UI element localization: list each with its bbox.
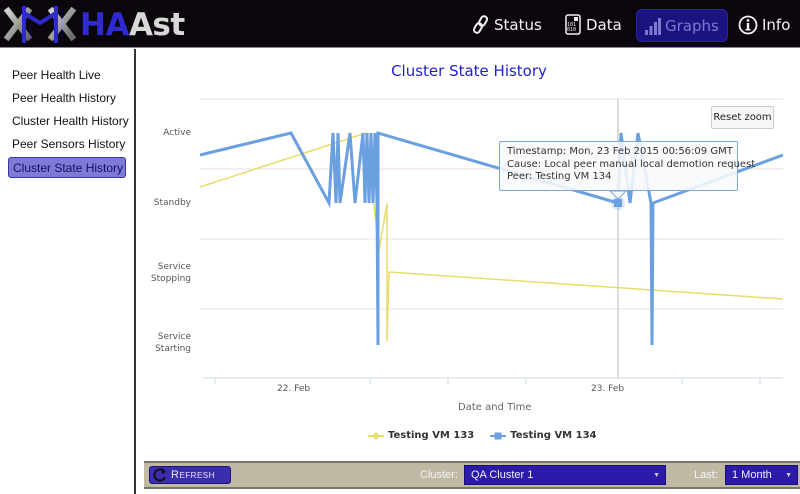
link-icon (473, 15, 488, 34)
sidebar: Peer Health Live Peer Health History Clu… (0, 49, 136, 494)
nav-info[interactable]: Info (738, 9, 790, 41)
sidebar-item-cluster-state-history[interactable]: Cluster State History (8, 157, 126, 178)
chart-tooltip: Timestamp: Mon, 23 Feb 2015 00:56:09 GMT… (499, 141, 756, 191)
haast-logo-icon (3, 6, 77, 43)
legend-item-vm134[interactable]: Testing VM 134 (490, 430, 597, 441)
chart-panel: Cluster State History Active Standby Ser… (138, 49, 800, 461)
tooltip-timestamp: Timestamp: Mon, 23 Feb 2015 00:56:09 GMT (507, 146, 733, 157)
chart-title: Cluster State History (391, 62, 547, 80)
y-label-active: Active (163, 128, 191, 138)
legend-item-vm133[interactable]: Testing VM 133 (368, 430, 474, 441)
sidebar-item-peer-health-history[interactable]: Peer Health History (12, 91, 117, 105)
nav-graphs-label: Graphs (665, 16, 719, 35)
chevron-down-icon: ▼ (785, 472, 792, 479)
sidebar-item-peer-sensors-history[interactable]: Peer Sensors History (12, 137, 126, 151)
info-icon (738, 15, 758, 35)
data-icon: 101 010 (565, 14, 581, 35)
top-navbar: HAAst Status 101 010 Data Graphs (0, 0, 800, 48)
y-label-service-starting: Service Starting (155, 332, 191, 354)
nav-status-label: Status (494, 16, 542, 34)
nav-data-label: Data (586, 16, 622, 34)
nav-status[interactable]: Status (472, 9, 542, 41)
reset-zoom-button[interactable]: Reset zoom (711, 106, 774, 129)
svg-text:010: 010 (567, 27, 576, 33)
bottom-toolbar: Refresh Cluster: QA Cluster 1 ▼ Last: 1 … (144, 461, 800, 489)
nav-graphs[interactable]: Graphs (636, 9, 728, 42)
x-tick-22-feb: 22. Feb (277, 384, 311, 394)
cluster-label: Cluster: (420, 469, 458, 481)
nav-info-label: Info (762, 16, 791, 34)
svg-text:101: 101 (567, 22, 576, 28)
y-label-standby: Standby (153, 198, 191, 208)
x-axis-title: Date and Time (458, 402, 532, 413)
chart-plot-area[interactable] (138, 49, 800, 461)
sidebar-item-peer-health-live[interactable]: Peer Health Live (12, 68, 101, 82)
last-label: Last: (694, 469, 718, 481)
last-period-select[interactable]: 1 Month ▼ (725, 465, 798, 485)
y-label-service-stopping: Service Stopping (150, 262, 191, 284)
app-logo[interactable]: HAAst (3, 3, 185, 45)
sidebar-item-cluster-health-history[interactable]: Cluster Health History (12, 114, 129, 128)
refresh-button[interactable]: Refresh (149, 466, 231, 484)
app-title: HAAst (80, 7, 185, 43)
tooltip-cause: Cause: Local peer manual local demotion … (507, 158, 756, 170)
nav-data[interactable]: 101 010 Data (564, 9, 622, 41)
chevron-down-icon: ▼ (653, 472, 660, 479)
bar-chart-icon (645, 17, 661, 35)
legend-diamond-icon (368, 431, 384, 440)
tooltip-peer: Peer: Testing VM 134 (507, 171, 612, 182)
cluster-select[interactable]: QA Cluster 1 ▼ (464, 465, 666, 485)
chart-legend: Testing VM 133 Testing VM 134 (368, 430, 597, 441)
refresh-icon (153, 468, 166, 482)
x-tick-23-feb: 23. Feb (591, 384, 625, 394)
legend-square-icon (490, 432, 507, 439)
